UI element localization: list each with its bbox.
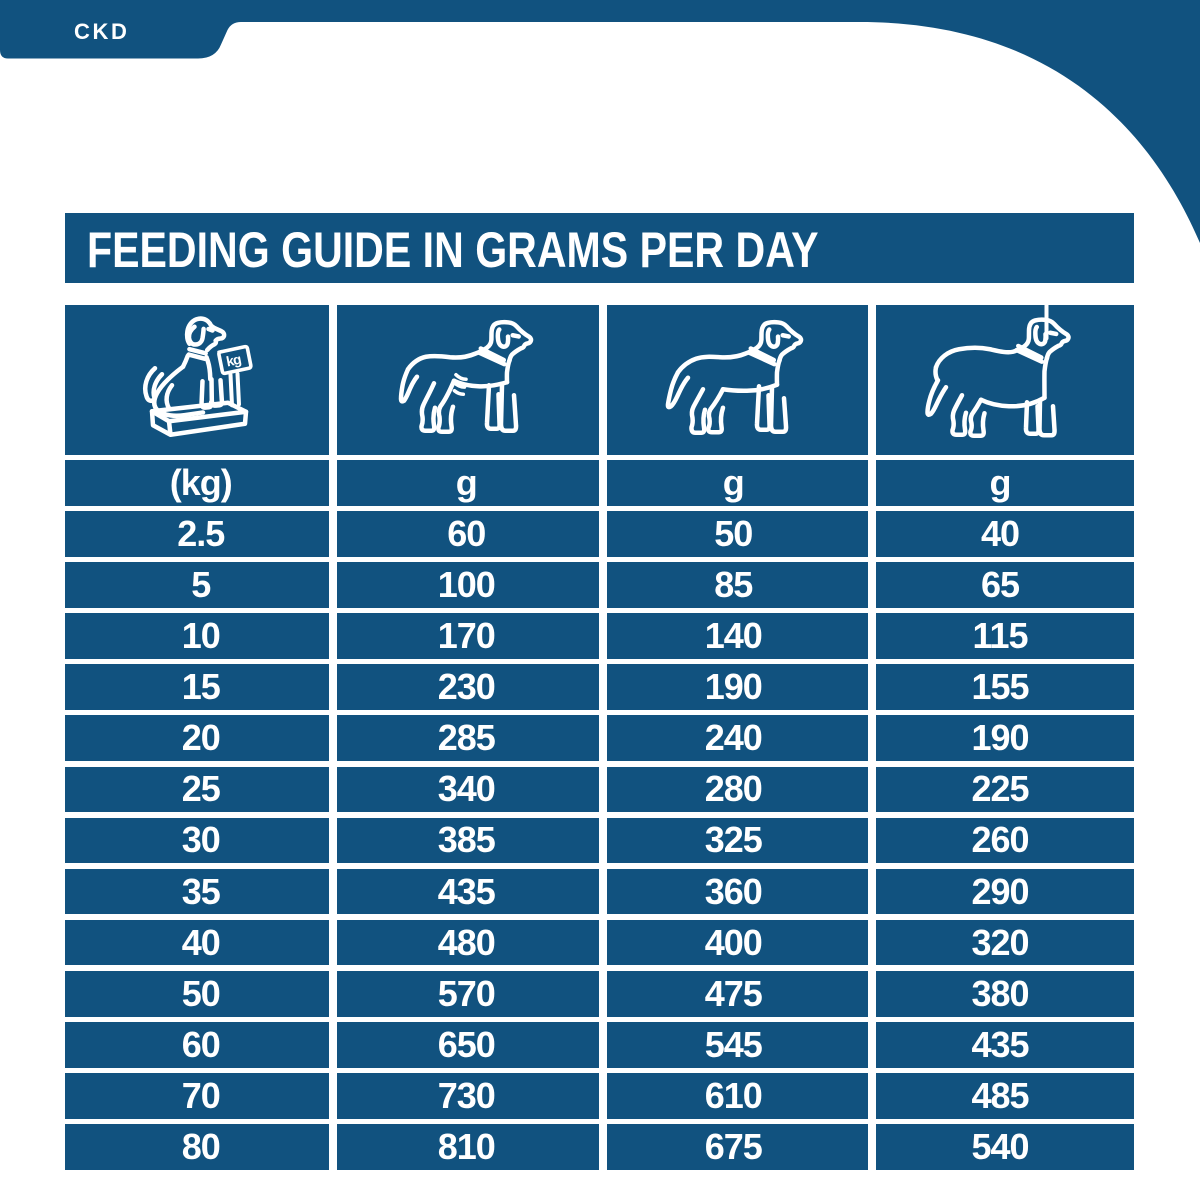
svg-text:CKD: CKD <box>74 19 129 44</box>
svg-text:kg: kg <box>225 351 243 370</box>
